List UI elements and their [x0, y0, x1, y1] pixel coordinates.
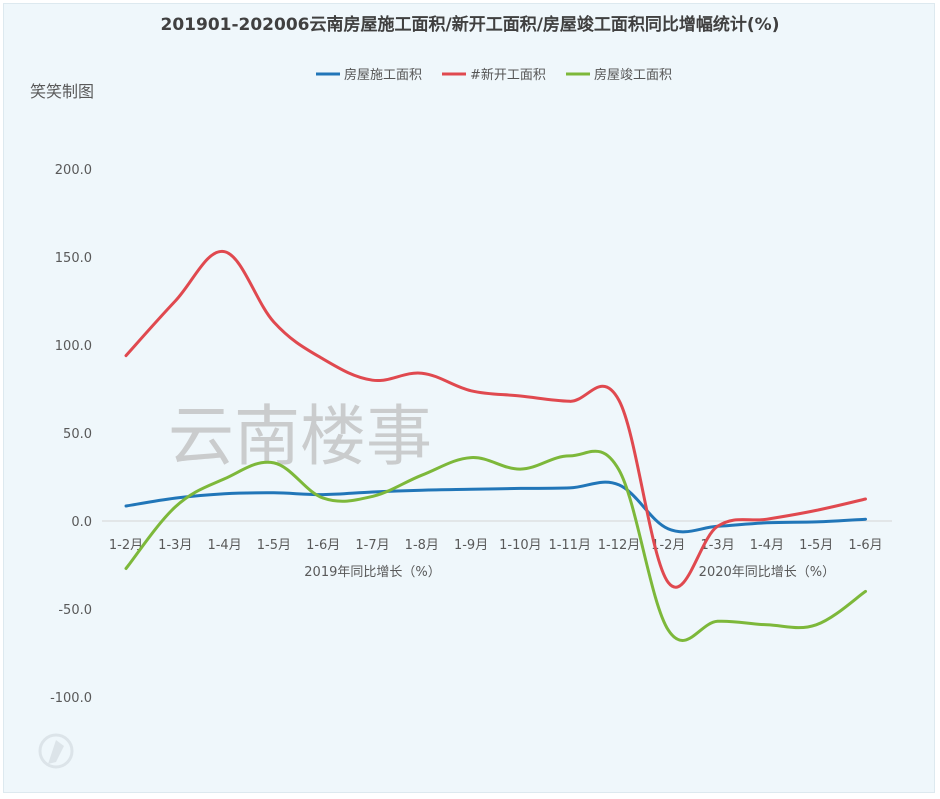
x-tick-label: 1-3月 — [700, 538, 734, 553]
x-tick-label: 1-7月 — [355, 538, 389, 553]
x-tick-label: 1-5月 — [799, 538, 833, 553]
y-tick-label: 100.0 — [55, 339, 92, 354]
y-tick-label: 0.0 — [71, 515, 92, 530]
y-tick-label: -50.0 — [58, 603, 92, 618]
y-tick-label: 50.0 — [63, 427, 92, 442]
x-tick-label: 1-11月 — [548, 538, 591, 553]
x-tick-label: 1-9月 — [454, 538, 488, 553]
series-line-1 — [124, 480, 867, 534]
x-tick-label: 1-6月 — [848, 538, 882, 553]
y-axis: 200.0 150.0 100.0 50.0 0.0 -50.0 -100.0 — [50, 163, 92, 706]
x-group-label: 2019年同比增长（%） — [304, 565, 440, 580]
x-tick-label: 1-2月 — [651, 538, 685, 553]
y-tick-label: -100.0 — [50, 691, 92, 706]
x-tick-label: 1-3月 — [158, 538, 192, 553]
x-tick-label: 1-4月 — [207, 538, 241, 553]
watermark-text: 云南楼事 — [168, 398, 432, 475]
series-lines — [124, 250, 867, 642]
series-line-3 — [124, 449, 867, 642]
x-tick-label: 1-10月 — [499, 538, 542, 553]
y-tick-label: 200.0 — [55, 163, 92, 178]
x-axis: 1-2月 1-3月 1-4月 1-5月 1-6月 1-7月 1-8月 1-9月 1-10月 1-1… — [102, 520, 892, 580]
legend-label: 房屋施工面积 — [344, 67, 422, 83]
x-tick-label: 1-5月 — [257, 538, 291, 553]
x-group-label: 2020年同比增长（%） — [699, 565, 835, 580]
x-tick-label: 1-12月 — [598, 538, 641, 553]
chart-title: 201901-202006云南房屋施工面积/新开工面积/房屋竣工面积同比增幅统计… — [161, 14, 780, 35]
series-line-2 — [124, 250, 867, 589]
x-tick-label: 1-6月 — [306, 538, 340, 553]
x-tick-label: 1-4月 — [750, 538, 784, 553]
chart-subtitle: 笑笑制图 — [30, 82, 94, 101]
legend: 房屋施工面积 #新开工面积 房屋竣工面积 — [316, 67, 672, 83]
legend-label: #新开工面积 — [470, 67, 546, 83]
chart-frame: 201901-202006云南房屋施工面积/新开工面积/房屋竣工面积同比增幅统计… — [3, 3, 935, 793]
y-tick-label: 150.0 — [55, 251, 92, 266]
x-tick-label: 1-8月 — [405, 538, 439, 553]
legend-label: 房屋竣工面积 — [594, 67, 672, 83]
line-chart: 201901-202006云南房屋施工面积/新开工面积/房屋竣工面积同比增幅统计… — [30, 14, 892, 769]
watermark-logo — [38, 733, 74, 769]
x-tick-label: 1-2月 — [109, 538, 143, 553]
